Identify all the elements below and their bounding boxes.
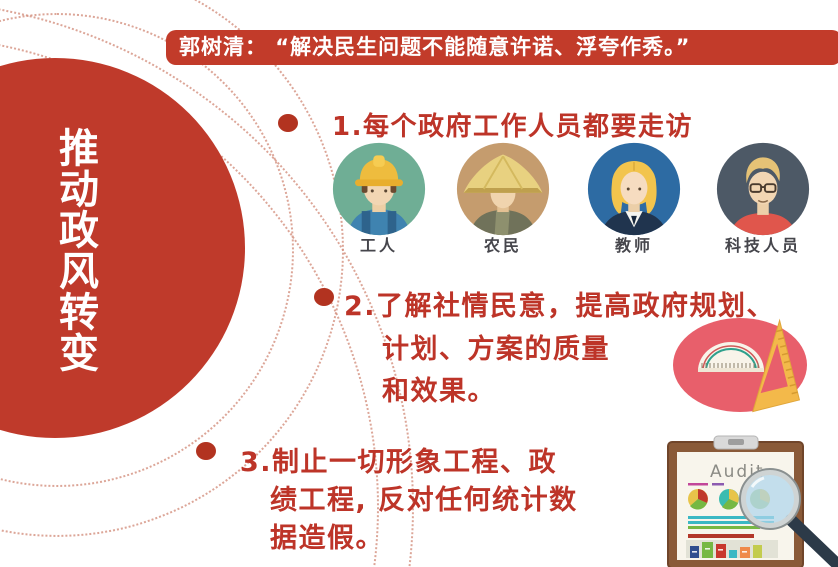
point-2-line-2: 计划、方案的质量 [382, 334, 610, 365]
bullet-dot-1 [278, 114, 298, 132]
point-2-line-3: 和效果。 [382, 376, 496, 407]
point-1-text: 1.每个政府工作人员都要走访 [332, 112, 693, 142]
scientist-avatar-icon [716, 142, 810, 236]
bullet-dot-3 [196, 442, 216, 460]
avatar-scientist: 科技人员 [711, 141, 815, 256]
point-3-line-1: 3.制止一切形象工程、政 [240, 447, 558, 478]
worker-avatar-icon [332, 142, 426, 236]
audit-illustration: Audit [652, 432, 838, 567]
quote-text: 郭树清： “解决民生问题不能随意许诺、浮夸作秀。” [179, 35, 691, 59]
avatar-label: 工人 [359, 236, 398, 255]
main-title: 推动政风转变 [52, 127, 98, 373]
avatar-teacher: 教师 [582, 141, 686, 256]
quote-banner: 郭树清： “解决民生问题不能随意许诺、浮夸作秀。” [166, 30, 838, 65]
teacher-avatar-icon [587, 142, 681, 236]
farmer-avatar-icon [456, 142, 550, 236]
point-3-line-3: 据造假。 [270, 523, 384, 554]
avatar-farmer: 农民 [451, 141, 555, 256]
audit-clipboard-magnifier-icon: Audit [667, 435, 838, 567]
point-3-line-2: 绩工程, 反对任何统计数 [270, 485, 578, 516]
avatar-label: 科技人员 [724, 236, 801, 255]
avatar-label: 农民 [483, 236, 522, 255]
avatar-label: 教师 [614, 236, 653, 255]
magnifier-icon [739, 468, 838, 567]
bullet-dot-2 [314, 288, 334, 306]
point-2-line-1: 2.了解社情民意，提高政府规划、 [344, 291, 776, 322]
planning-tools-badge [668, 307, 820, 423]
avatar-worker: 工人 [327, 141, 431, 256]
protractor-triangle-ruler-icon [673, 318, 807, 413]
